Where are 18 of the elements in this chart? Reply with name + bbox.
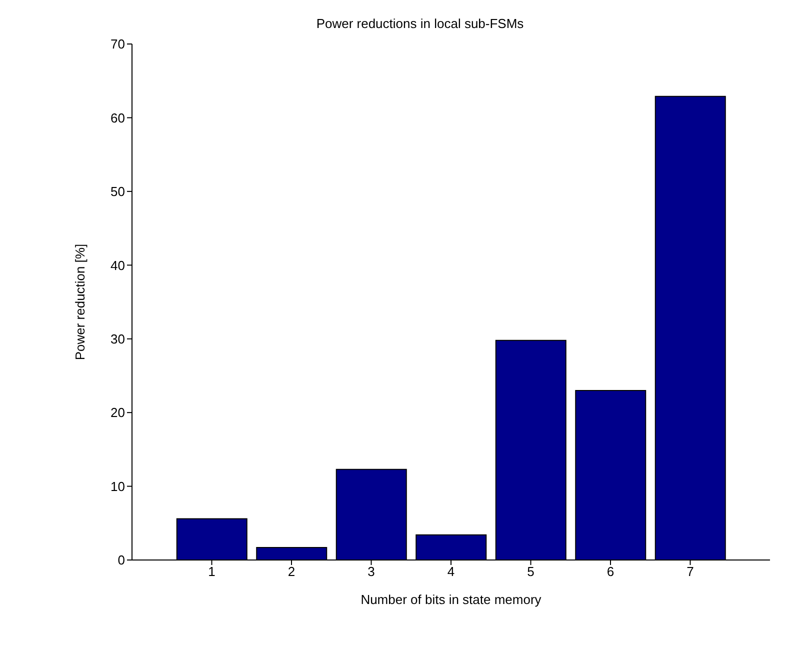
y-tick-label: 0 — [118, 552, 125, 568]
y-tick-label: 40 — [110, 258, 125, 273]
y-tick-label: 50 — [110, 184, 125, 200]
y-tick-label: 20 — [110, 405, 125, 420]
x-tick-label: 7 — [686, 564, 694, 580]
x-axis-title: Number of bits in state memory — [360, 592, 542, 607]
x-tick-label: 2 — [288, 564, 296, 580]
x-tick-label: 5 — [527, 564, 534, 580]
x-tick-label: 6 — [606, 564, 614, 580]
y-axis-title: Power reduction [%] — [72, 244, 88, 360]
x-tick-label: 1 — [208, 564, 216, 580]
y-tick-label: 30 — [110, 331, 125, 346]
y-tick-label: 70 — [110, 36, 125, 52]
x-tick-label: 3 — [368, 564, 375, 580]
chart-title: Power reductions in local sub-FSMs — [315, 16, 525, 31]
y-tick-label: 10 — [110, 478, 125, 494]
x-tick-label: 4 — [447, 564, 455, 580]
y-tick-label: 60 — [110, 110, 125, 126]
